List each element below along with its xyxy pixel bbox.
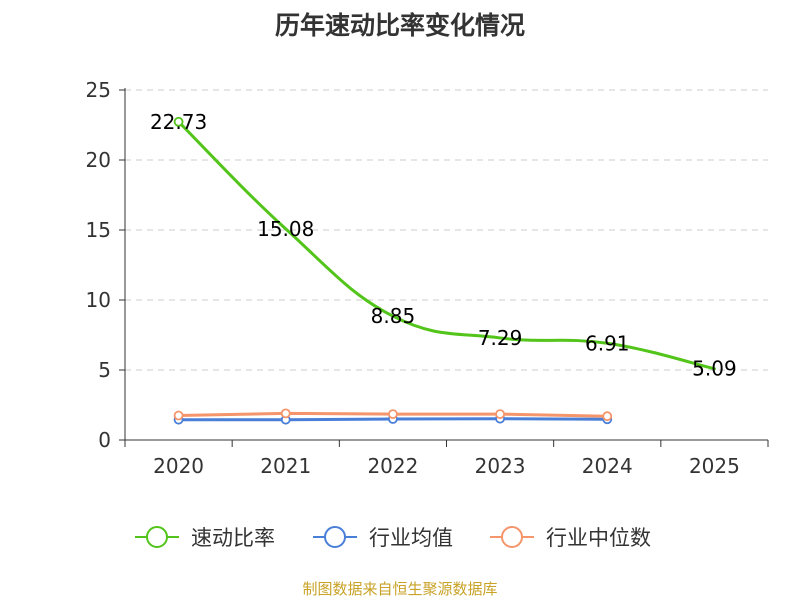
y-tick-label: 0 — [98, 428, 111, 452]
data-point — [280, 408, 291, 419]
y-tick-label: 25 — [86, 78, 111, 102]
data-point — [173, 116, 184, 127]
data-label: 15.08 — [257, 217, 314, 241]
legend-item-label[interactable]: 行业中位数 — [546, 526, 651, 550]
y-tick-label: 20 — [86, 148, 111, 172]
x-tick-label: 2024 — [582, 454, 633, 478]
data-label: 5.09 — [692, 357, 737, 381]
x-tick-label: 2023 — [475, 454, 526, 478]
data-label: 7.29 — [478, 326, 523, 350]
y-tick-label: 15 — [86, 218, 111, 242]
chart-title: 历年速动比率变化情况 — [274, 11, 525, 40]
x-tick-label: 2020 — [153, 454, 204, 478]
series-line-速动比率 — [177, 120, 716, 371]
legend-item-label[interactable]: 行业均值 — [369, 526, 453, 550]
data-label: 6.91 — [585, 331, 630, 355]
source-note: 制图数据来自恒生聚源数据库 — [302, 580, 498, 598]
x-tick-label: 2025 — [689, 454, 740, 478]
legend-item-label[interactable]: 速动比率 — [191, 526, 275, 550]
x-tick-label: 2022 — [367, 454, 418, 478]
y-tick-label: 10 — [86, 288, 111, 312]
legend-marker — [146, 526, 168, 548]
data-point — [388, 409, 398, 420]
x-tick-label: 2021 — [260, 454, 311, 478]
data-point — [602, 411, 613, 422]
y-tick-label: 5 — [98, 358, 111, 382]
data-point — [173, 410, 184, 421]
legend-marker — [501, 526, 523, 548]
legend-marker — [324, 526, 346, 548]
data-label: 8.85 — [371, 304, 416, 328]
data-label: 22.73 — [150, 110, 207, 134]
data-point — [495, 409, 505, 420]
